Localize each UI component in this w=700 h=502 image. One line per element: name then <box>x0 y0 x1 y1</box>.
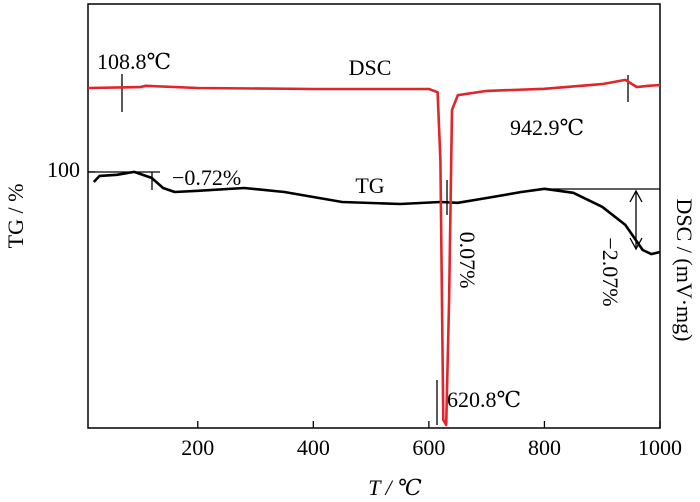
x-tick-label: 800 <box>528 435 561 460</box>
annotation: 620.8℃ <box>447 387 521 412</box>
annotation: 108.8℃ <box>97 49 171 74</box>
x-tick-label: 1000 <box>638 435 682 460</box>
y-tick-label: 100 <box>47 157 80 182</box>
y-axis-label: TG / % <box>3 184 28 249</box>
annotation: −0.72% <box>172 165 241 190</box>
series-label: TG <box>355 173 384 198</box>
x-tick-label: 200 <box>181 435 214 460</box>
arrow-heads <box>629 189 643 251</box>
x-tick-label: 600 <box>412 435 445 460</box>
y2-axis-label: DSC / (mV·mg) <box>672 199 697 342</box>
plot-frame <box>87 3 661 429</box>
annotation: 942.9℃ <box>510 115 584 140</box>
series-line <box>92 170 661 256</box>
series-label: DSC <box>349 55 392 80</box>
annotation: −2.07% <box>598 237 623 306</box>
series-line <box>87 78 661 427</box>
x-axis-label: T / ℃ <box>368 475 422 500</box>
x-tick-label: 400 <box>297 435 330 460</box>
annotation-markers <box>88 74 660 425</box>
annotation: 0.07% <box>455 232 480 289</box>
